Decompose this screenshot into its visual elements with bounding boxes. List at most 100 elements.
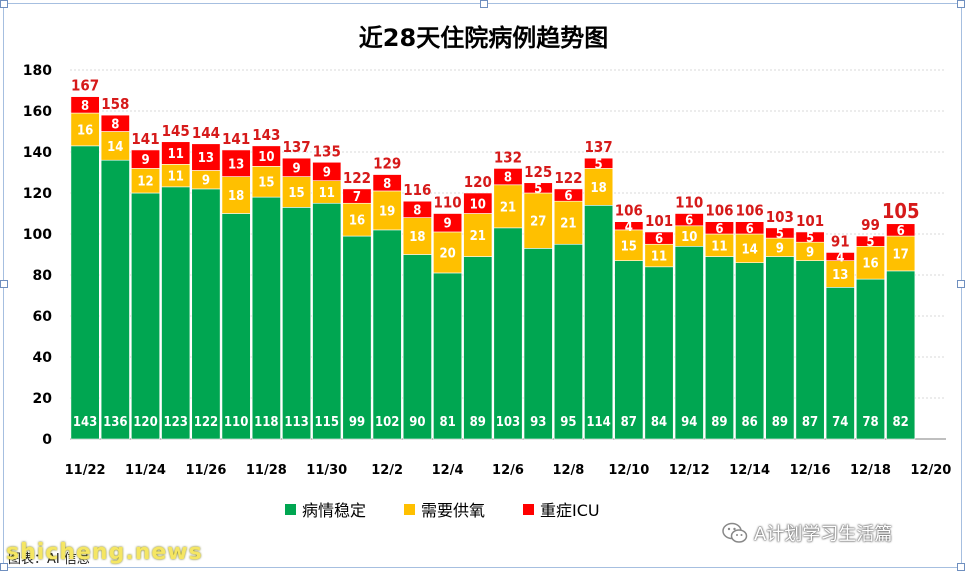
bar-segment	[342, 235, 372, 440]
bar-segment	[312, 202, 342, 440]
legend-swatch-icu	[523, 503, 535, 515]
data-label: 11	[711, 239, 727, 254]
data-label: 21	[470, 229, 486, 244]
data-label: 15	[288, 186, 304, 201]
data-label: 8	[383, 177, 391, 192]
total-label: 129	[373, 155, 401, 173]
data-label: 103	[496, 415, 520, 430]
data-label: 6	[685, 214, 693, 229]
bar-segment	[433, 272, 463, 440]
x-tick-label: 11/22	[65, 463, 106, 478]
data-label: 5	[595, 157, 603, 172]
y-tick-label: 20	[33, 391, 53, 407]
total-label: 91	[831, 232, 850, 250]
y-tick-label: 40	[33, 350, 53, 366]
bar-segment	[523, 182, 553, 194]
bar-segment	[221, 149, 251, 177]
total-label: 106	[615, 202, 643, 220]
total-label: 141	[222, 130, 250, 148]
bar-segment	[312, 161, 342, 182]
data-label: 123	[164, 415, 188, 430]
data-label: 118	[254, 415, 278, 430]
wechat-watermark: A计划学习生活篇	[722, 520, 892, 546]
bar-segment	[825, 260, 855, 288]
data-label: 6	[715, 222, 723, 237]
data-label: 6	[564, 189, 572, 204]
data-label: 16	[862, 257, 878, 272]
bar-segment	[161, 141, 191, 165]
bar-segment	[735, 221, 765, 235]
wechat-icon	[722, 522, 748, 543]
data-label: 27	[530, 215, 546, 230]
data-label: 122	[194, 415, 218, 430]
bar-segment	[372, 229, 402, 440]
total-label: 144	[192, 124, 220, 142]
resize-handle[interactable]	[0, 563, 8, 571]
data-label: 11	[651, 250, 667, 265]
bar-segment	[553, 243, 583, 440]
data-label: 18	[409, 230, 425, 245]
data-label: 89	[470, 415, 486, 430]
data-label: 10	[258, 150, 274, 165]
bar-segment	[402, 217, 432, 255]
data-label: 15	[258, 176, 274, 191]
data-label: 8	[111, 117, 119, 132]
bar-segment	[221, 213, 251, 440]
bar-segment	[70, 96, 100, 114]
bar-segment	[584, 205, 614, 440]
x-tick-label: 12/10	[608, 463, 649, 478]
legend-label-icu: 重症ICU	[540, 501, 600, 520]
bar-segment	[855, 246, 885, 280]
chart-legend: 病情稳定 需要供氧 重症ICU	[285, 497, 600, 521]
legend-swatch-stable	[285, 503, 296, 515]
bar-segment	[100, 131, 130, 161]
data-label: 17	[893, 247, 909, 262]
legend-item-oxygen: 需要供氧	[404, 497, 485, 521]
total-label: 137	[282, 138, 310, 156]
x-tick-label: 12/4	[432, 463, 464, 478]
site-watermark: shicheng.news	[6, 540, 203, 565]
data-label: 5	[806, 231, 814, 246]
resize-handle[interactable]	[957, 0, 965, 8]
bar-segment	[372, 174, 402, 192]
bar-segment	[886, 235, 916, 272]
resize-handle[interactable]	[480, 0, 488, 8]
data-label: 84	[651, 415, 667, 430]
data-label: 87	[802, 415, 818, 430]
total-label: 101	[645, 212, 673, 230]
data-label: 87	[621, 415, 637, 430]
total-label: 137	[585, 138, 613, 156]
x-tick-label: 11/24	[125, 463, 166, 478]
bar-segment	[100, 159, 130, 440]
data-label: 5	[866, 235, 874, 250]
resize-handle[interactable]	[957, 563, 965, 571]
data-label: 10	[470, 197, 486, 212]
bar-segment	[704, 221, 734, 235]
resize-handle[interactable]	[957, 280, 965, 288]
data-label: 102	[375, 415, 399, 430]
data-label: 99	[349, 415, 365, 430]
data-label: 10	[681, 230, 697, 245]
data-label: 4	[625, 220, 633, 235]
bar-segment	[886, 223, 916, 237]
data-label: 8	[413, 203, 421, 218]
data-label: 94	[681, 415, 697, 430]
bar-segment	[433, 231, 463, 274]
data-label: 16	[77, 123, 93, 138]
data-label: 120	[133, 415, 157, 430]
x-tick-label: 12/2	[371, 463, 403, 478]
x-tick-label: 12/6	[492, 463, 524, 478]
x-tick-label: 12/12	[669, 463, 710, 478]
total-label: 143	[252, 126, 280, 144]
total-label: 122	[554, 169, 582, 187]
data-label: 74	[832, 415, 848, 430]
data-label: 11	[319, 186, 335, 201]
resize-handle[interactable]	[0, 280, 8, 288]
data-label: 11	[168, 170, 184, 185]
bar-segment	[191, 188, 221, 440]
data-label: 113	[284, 415, 308, 430]
bar-segment	[674, 213, 704, 227]
legend-label-oxygen: 需要供氧	[421, 501, 486, 520]
resize-handle[interactable]	[0, 0, 8, 8]
total-label: 167	[71, 77, 99, 95]
